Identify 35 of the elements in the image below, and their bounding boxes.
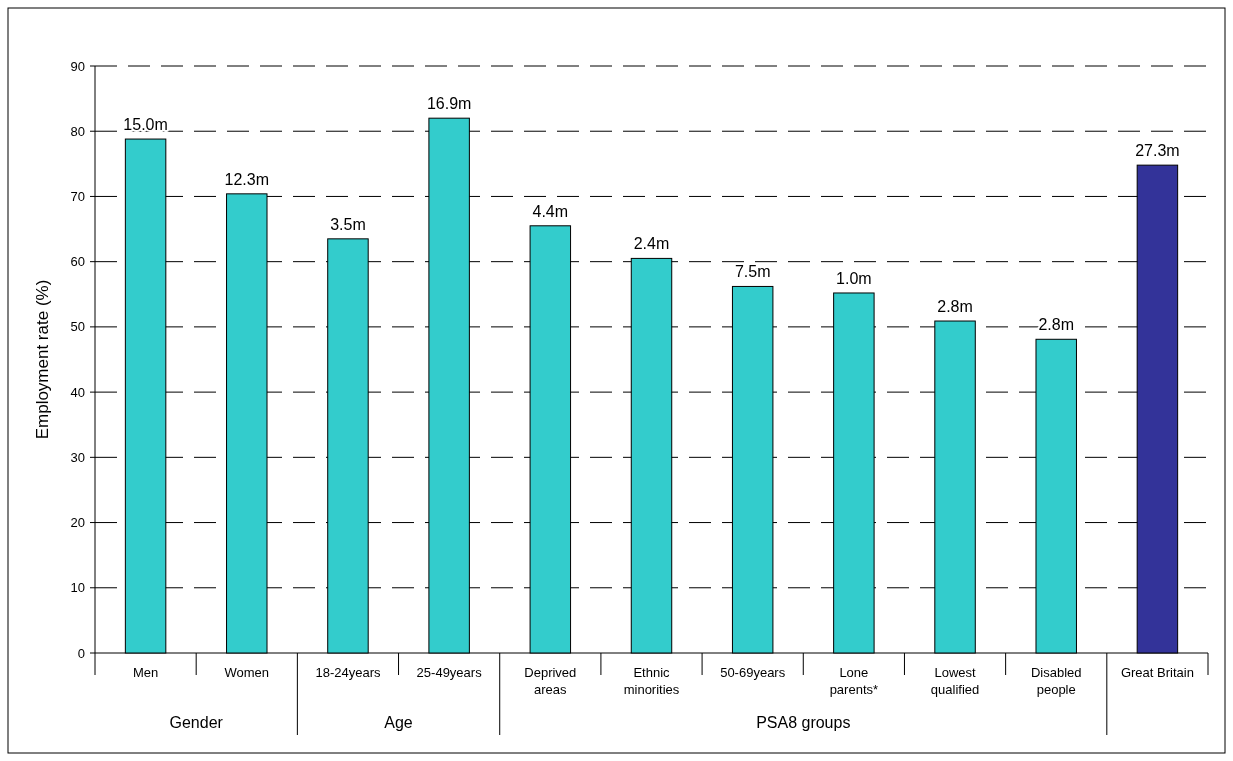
y-tick-label: 40 [70, 384, 85, 400]
y-axis-title: Employment rate (%) [33, 279, 52, 440]
x-tick-label: Women [224, 665, 270, 680]
y-tick-label: 80 [70, 123, 85, 139]
x-tick-label: Lone parents* [829, 665, 879, 697]
x-tick-label: 50-69years [720, 665, 786, 680]
text: Gender [169, 714, 224, 731]
x-tick-label: 18-24years [315, 665, 381, 680]
y-tick-label: 70 [70, 188, 85, 204]
text: PSA8 groups [756, 714, 851, 731]
x-tick-label: 25-49years [416, 665, 483, 680]
y-tick-label: 10 [70, 580, 85, 596]
x-tick-label: Disabled people [1030, 665, 1082, 697]
annotation: 3.5m [330, 215, 366, 233]
annotation: 4.4m [532, 202, 569, 220]
x-tick-label: Deprived areas [524, 665, 577, 697]
annotation: 1.0m [836, 269, 872, 287]
annotation: 16.9m [426, 95, 472, 113]
annotation: 2.8m [937, 298, 973, 316]
x-tick-label: Ethnic minorities [623, 665, 680, 697]
y-tick-label: 20 [70, 515, 85, 531]
annotation: 7.5m [734, 263, 771, 281]
y-tick-label: 60 [70, 254, 85, 270]
y-tick-label: 0 [77, 645, 85, 661]
x-tick-label: Lowest qualified [930, 665, 980, 697]
y-tick-label: 50 [70, 319, 85, 335]
x-tick-label: Great Britain [1120, 665, 1194, 680]
text: Age [384, 714, 413, 731]
annotation: 15.0m [123, 116, 168, 134]
y-tick-label: 90 [70, 58, 85, 74]
annotation: 2.4m [633, 235, 670, 253]
y-tick-label: 30 [70, 449, 85, 465]
annotation: 27.3m [1135, 142, 1180, 160]
x-tick-label: Men [132, 665, 159, 680]
annotation: 12.3m [224, 170, 270, 188]
